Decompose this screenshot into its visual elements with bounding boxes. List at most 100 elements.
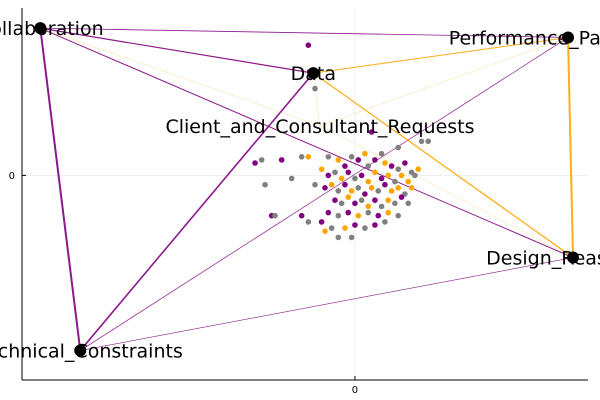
point-orange	[322, 228, 328, 234]
point-orange	[365, 203, 372, 210]
point-orange	[355, 212, 362, 219]
point-purple	[298, 212, 305, 219]
point-orange	[405, 178, 412, 185]
point-orange	[395, 185, 402, 191]
node-label-collab: Collaboration	[0, 18, 104, 40]
point-gray	[258, 157, 265, 163]
point-gray	[262, 181, 268, 188]
point-orange	[362, 150, 368, 157]
point-purple	[368, 129, 375, 135]
points	[252, 42, 431, 241]
edge-perf-design	[567, 37, 575, 258]
point-purple	[345, 209, 352, 216]
point-gray	[272, 212, 278, 219]
point-gray	[392, 178, 398, 185]
point-gray	[288, 175, 295, 182]
point-purple	[322, 185, 328, 191]
point-orange	[415, 166, 422, 172]
point-gray	[335, 234, 342, 241]
point-gray	[412, 172, 418, 179]
edge-data-client	[313, 73, 321, 126]
point-orange	[342, 225, 348, 231]
point-purple	[342, 181, 348, 188]
point-purple	[372, 222, 378, 228]
point-purple	[372, 157, 378, 163]
point-gray	[348, 154, 355, 160]
point-purple	[305, 42, 312, 48]
point-purple	[252, 160, 258, 166]
point-gray	[395, 144, 402, 151]
node-labels: Collaboration Performance_Parameters Data C…	[0, 18, 600, 362]
point-gray	[335, 188, 342, 194]
point-orange	[385, 197, 392, 203]
point-gray	[358, 197, 365, 203]
point-purple	[355, 157, 362, 163]
point-orange	[348, 188, 355, 194]
point-purple	[402, 160, 408, 166]
x-tick-label: 0	[352, 385, 358, 396]
edge-client-perf	[319, 37, 569, 126]
node-label-client: Client_and_Consultant_Requests	[165, 116, 474, 138]
edge-tech-perf	[80, 37, 569, 351]
point-purple	[358, 172, 365, 179]
edge-collab-client	[40, 27, 321, 126]
point-gray	[305, 219, 312, 225]
point-purple	[398, 194, 405, 200]
edge-data-perf	[313, 36, 569, 74]
node-data	[307, 67, 320, 80]
point-gray	[395, 166, 402, 172]
point-purple	[388, 163, 395, 169]
point-orange	[398, 172, 405, 179]
point-orange	[368, 185, 375, 191]
point-gray	[312, 85, 318, 92]
point-orange	[408, 185, 415, 191]
edge-collab-tech	[39, 28, 82, 351]
point-gray	[375, 188, 382, 194]
node-perf	[562, 31, 575, 44]
point-orange	[372, 169, 378, 176]
point-gray	[378, 150, 385, 157]
point-gray	[298, 154, 305, 160]
point-orange	[338, 175, 345, 182]
point-purple	[352, 222, 358, 228]
point-purple	[345, 169, 352, 176]
point-gray	[328, 225, 335, 231]
y-tick-label: 0	[9, 171, 15, 182]
point-orange	[305, 154, 312, 160]
point-orange	[318, 166, 325, 172]
node-tech	[74, 344, 87, 357]
point-purple	[352, 200, 358, 207]
point-gray	[365, 209, 372, 216]
point-gray	[312, 181, 318, 188]
point-orange	[335, 157, 342, 163]
axes: 00	[9, 8, 588, 396]
point-orange	[328, 181, 335, 188]
point-gray	[418, 138, 425, 145]
node-label-tech: Technical_Constraints	[0, 341, 183, 363]
edge-tech-design	[80, 257, 574, 351]
point-gray	[362, 225, 368, 231]
node-label-design: Design_Reasoning	[486, 248, 600, 270]
edge-tech-data	[79, 72, 314, 352]
point-gray	[338, 200, 345, 207]
point-gray	[378, 203, 385, 210]
node-collab	[34, 22, 47, 35]
point-purple	[382, 181, 388, 188]
point-gray	[395, 212, 402, 219]
point-gray	[325, 154, 332, 160]
edge-data-design	[312, 72, 574, 259]
point-purple	[332, 197, 338, 203]
point-gray	[355, 185, 362, 191]
grid	[22, 8, 588, 380]
point-orange	[345, 194, 352, 200]
point-purple	[362, 191, 368, 197]
point-gray	[332, 169, 338, 176]
point-orange	[385, 172, 392, 179]
point-orange	[365, 178, 372, 185]
point-purple	[278, 157, 285, 163]
point-gray	[405, 200, 412, 207]
point-gray	[382, 219, 388, 225]
point-purple	[342, 163, 348, 169]
point-purple	[325, 209, 332, 216]
